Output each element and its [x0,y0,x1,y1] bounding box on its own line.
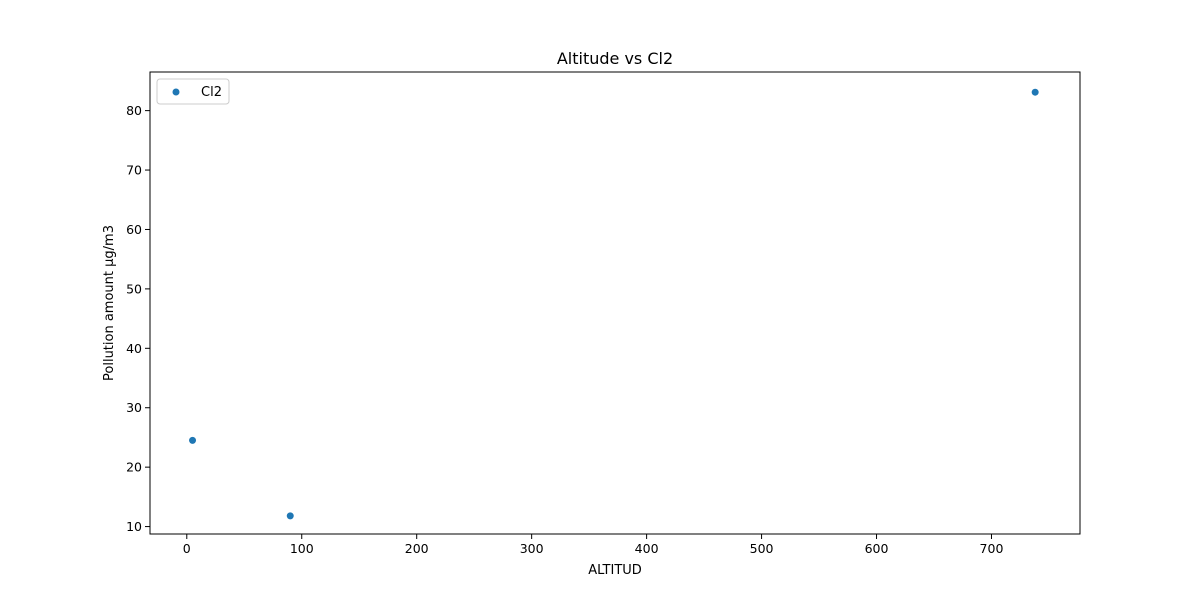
plot-area [149,71,1081,535]
y-tick-label: 70 [126,163,142,178]
x-axis-label: ALTITUD [588,563,642,578]
legend-marker-cl2 [172,88,180,96]
x-tick-label: 0 [183,541,191,556]
data-point [1031,88,1039,96]
legend: Cl2 [156,78,230,105]
x-tick-label: 100 [290,541,314,556]
y-tick-label: 60 [126,222,142,237]
y-tick-label: 40 [126,341,142,356]
x-tick-label: 400 [635,541,659,556]
data-points [189,88,1039,520]
y-tick-label: 80 [126,103,142,118]
x-tick-label: 500 [750,541,774,556]
y-axis-label: Pollution amount μg/m3 [102,225,117,381]
legend-box [156,78,230,105]
y-tick-label: 10 [126,519,142,534]
data-point [189,436,197,444]
x-tick-label: 200 [405,541,429,556]
chart-title: Altitude vs Cl2 [557,49,673,68]
y-axis: 10 20 30 40 50 60 70 80 [126,103,150,534]
x-axis: 0 100 200 300 400 500 600 700 [183,534,1004,556]
x-tick-label: 600 [865,541,889,556]
legend-label-cl2: Cl2 [201,85,222,100]
data-point [286,512,294,520]
y-tick-label: 30 [126,400,142,415]
plot-frame [149,71,1081,535]
y-tick-label: 50 [126,281,142,296]
x-tick-label: 700 [980,541,1004,556]
y-tick-label: 20 [126,460,142,475]
x-tick-label: 300 [520,541,544,556]
